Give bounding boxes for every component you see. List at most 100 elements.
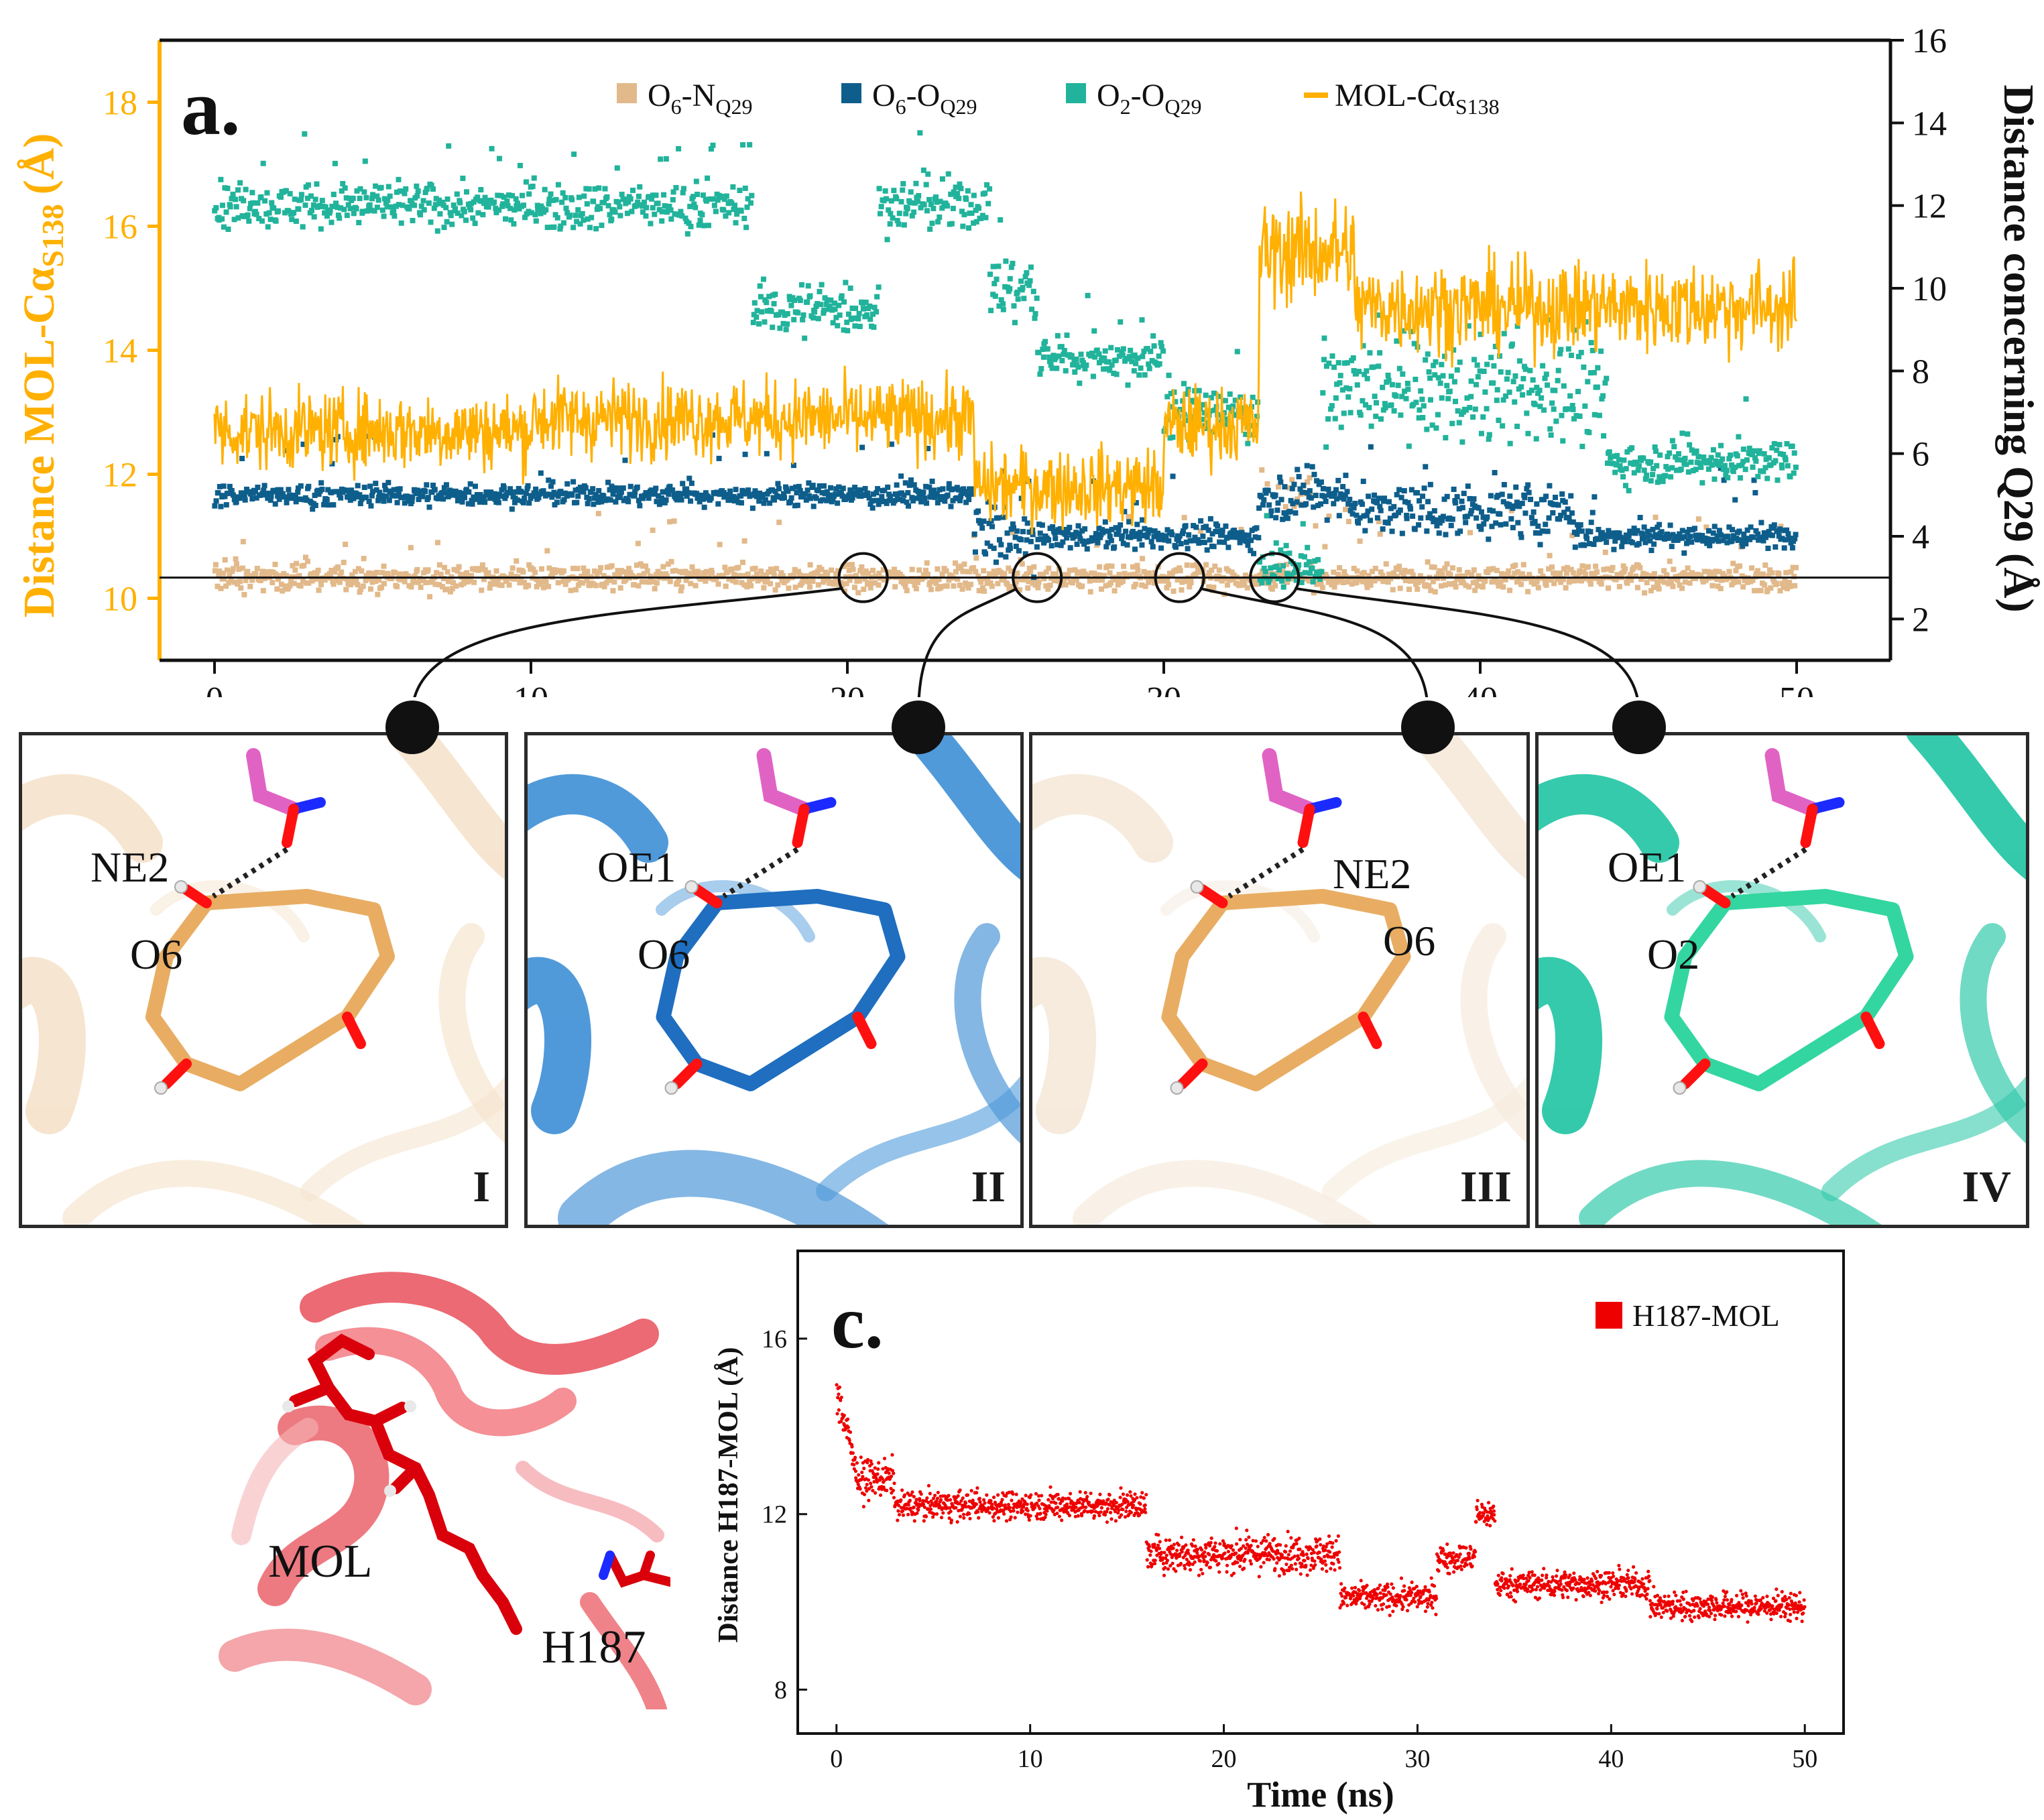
data-point: [1231, 572, 1237, 579]
data-point: [1730, 527, 1736, 533]
data-point: [1256, 505, 1262, 511]
data-point: [1539, 528, 1545, 534]
data-point: [1474, 583, 1480, 589]
data-point: [1311, 471, 1317, 477]
data-point: [1264, 481, 1270, 487]
data-point: [927, 226, 933, 232]
data-point: [896, 210, 902, 217]
data-point: [1115, 347, 1121, 353]
data-point: [890, 569, 896, 575]
data-point: [1561, 566, 1567, 572]
data-point: [1089, 1492, 1093, 1496]
data-point: [560, 190, 566, 196]
data-point: [678, 497, 684, 503]
data-point: [870, 567, 876, 573]
data-point: [405, 498, 411, 504]
series-line: [213, 191, 1798, 535]
data-point: [1108, 345, 1114, 351]
data-point: [1650, 576, 1656, 582]
data-point: [593, 495, 599, 501]
data-point: [605, 479, 611, 485]
data-point: [964, 1505, 968, 1509]
data-point: [640, 203, 646, 209]
data-point: [241, 198, 247, 204]
data-point: [1781, 452, 1787, 458]
data-point: [792, 484, 798, 490]
data-point: [983, 1501, 987, 1505]
data-point: [1713, 568, 1719, 574]
data-point: [1463, 407, 1469, 413]
data-point: [1762, 582, 1768, 588]
data-point: [607, 487, 613, 493]
data-point: [1502, 577, 1508, 583]
data-point: [573, 213, 579, 219]
data-point: [481, 577, 487, 583]
data-point: [1472, 587, 1478, 593]
data-point: [1732, 464, 1738, 470]
data-point: [509, 506, 515, 512]
data-point: [908, 1506, 912, 1510]
data-point: [275, 493, 281, 499]
data-point: [996, 1493, 1000, 1497]
data-point: [1332, 416, 1338, 422]
structure-panel-III: NE2 O6 III: [1029, 732, 1530, 1228]
data-point: [1493, 520, 1499, 526]
data-point: [1283, 512, 1289, 518]
data-point: [402, 500, 408, 506]
data-point: [1408, 506, 1414, 512]
data-point: [1364, 581, 1370, 587]
data-point: [916, 567, 922, 573]
data-point: [1783, 457, 1789, 463]
data-point: [664, 487, 670, 493]
data-point: [240, 538, 246, 544]
data-point: [526, 583, 532, 589]
data-point: [1299, 502, 1305, 508]
data-point: [860, 570, 866, 577]
data-point: [847, 285, 853, 291]
data-point: [1519, 571, 1525, 577]
data-point: [1301, 482, 1307, 488]
data-point: [1109, 1517, 1114, 1521]
data-point: [1076, 1514, 1080, 1518]
data-point: [1041, 538, 1047, 544]
data-point: [415, 188, 421, 194]
data-point: [274, 586, 280, 592]
data-point: [1243, 431, 1249, 437]
data-point: [688, 581, 694, 587]
data-point: [428, 182, 434, 188]
data-point: [836, 1396, 840, 1400]
data-point: [1443, 435, 1449, 441]
data-point: [1408, 568, 1415, 574]
data-point: [1284, 515, 1290, 522]
data-point: [865, 1489, 869, 1493]
data-point: [642, 199, 648, 205]
data-point: [363, 578, 369, 584]
data-point: [744, 584, 750, 590]
data-point: [732, 572, 738, 579]
data-point: [1038, 1506, 1042, 1511]
data-point: [1670, 532, 1676, 538]
data-point: [890, 1469, 894, 1473]
data-point: [1097, 564, 1103, 570]
data-point: [882, 1479, 886, 1483]
data-point: [1142, 583, 1148, 589]
data-point: [888, 210, 894, 217]
data-point: [1139, 1495, 1143, 1499]
data-point: [1445, 396, 1451, 402]
data-point: [379, 584, 385, 590]
data-point: [973, 555, 979, 561]
data-point: [374, 569, 380, 575]
data-point: [1274, 563, 1280, 569]
data-point: [447, 589, 453, 595]
data-point: [335, 213, 341, 219]
data-point: [1709, 583, 1716, 589]
data-point: [1128, 347, 1134, 353]
data-point: [514, 200, 520, 206]
data-point: [876, 1472, 880, 1476]
data-point: [1298, 553, 1304, 559]
data-point: [1703, 524, 1709, 530]
data-point: [366, 498, 372, 504]
data-point: [615, 199, 621, 205]
data-point: [406, 206, 412, 212]
data-point: [915, 198, 921, 204]
